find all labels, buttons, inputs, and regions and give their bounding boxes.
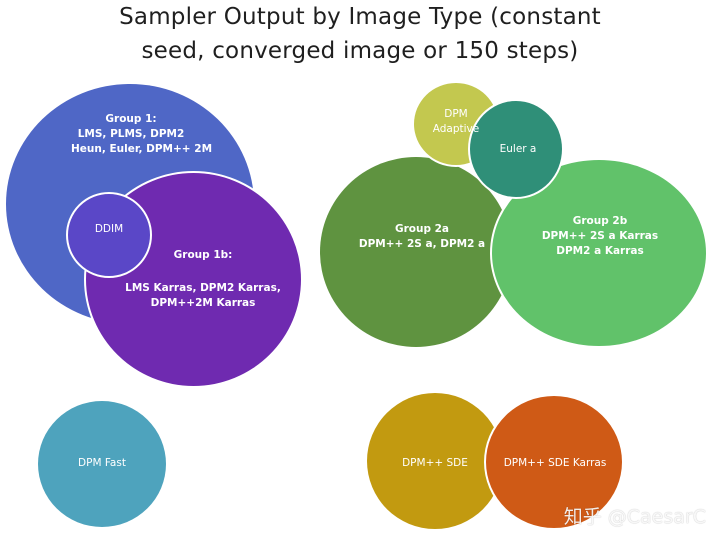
title-line-1: Sampler Output by Image Type (constant — [119, 4, 601, 30]
group2b-title: Group 2b — [572, 215, 628, 227]
group2b-line-2: DPM2 a Karras — [556, 245, 644, 257]
dpm-sde-text: DPM++ SDE — [402, 457, 468, 469]
group1-line-2: Heun, Euler, DPM++ 2M — [71, 143, 213, 155]
ddim-circle — [66, 192, 152, 278]
dpm-fast-circle — [38, 401, 166, 527]
euler-a-circle — [468, 99, 564, 199]
group1-line-1: LMS, PLMS, DPM2 — [77, 128, 185, 140]
ddim-text: DDIM — [94, 223, 124, 235]
group1b-line-2: DPM++2M Karras — [150, 297, 256, 309]
group2a-title: Group 2a — [394, 223, 450, 235]
dpm-adaptive-label: DPM Adaptive — [422, 107, 490, 137]
euler-a-text: Euler a — [499, 143, 537, 155]
dpm-sde-karras-label: DPM++ SDE Karras — [492, 456, 618, 471]
group2b-label: Group 2b DPM++ 2S a Karras DPM2 a Karras — [530, 214, 670, 259]
group1b-title: Group 1b: — [173, 249, 233, 261]
group1b-label: Group 1b: LMS Karras, DPM2 Karras, DPM++… — [118, 248, 288, 311]
dpm-fast-label: DPM Fast — [62, 456, 142, 471]
euler-a-label: Euler a — [485, 142, 551, 157]
dpm-adaptive-line-1: DPM — [444, 108, 468, 120]
group2b-line-1: DPM++ 2S a Karras — [541, 230, 659, 242]
group1b-line-1: LMS Karras, DPM2 Karras, — [125, 282, 281, 294]
group1-title: Group 1: — [105, 113, 157, 125]
diagram-title: Sampler Output by Image Type (constant s… — [0, 0, 720, 68]
dpm-sde-karras-text: DPM++ SDE Karras — [503, 457, 607, 469]
group2a-label: Group 2a DPM++ 2S a, DPM2 a — [352, 222, 492, 252]
dpm-sde-label: DPM++ SDE — [394, 456, 476, 471]
group1-label: Group 1: LMS, PLMS, DPM2 Heun, Euler, DP… — [71, 112, 213, 157]
watermark-text: 知乎 @CaesarC — [563, 506, 706, 528]
title-line-2: seed, converged image or 150 steps) — [141, 38, 579, 64]
dpm-sde-karras-circle — [484, 394, 624, 530]
ddim-label: DDIM — [80, 222, 138, 237]
dpm-sde-circle — [367, 393, 503, 529]
dpm-adaptive-line-2: Adaptive — [432, 123, 480, 135]
group2a-line-1: DPM++ 2S a, DPM2 a — [358, 238, 486, 250]
dpm-fast-text: DPM Fast — [78, 457, 126, 469]
group2a-circle — [320, 157, 512, 347]
